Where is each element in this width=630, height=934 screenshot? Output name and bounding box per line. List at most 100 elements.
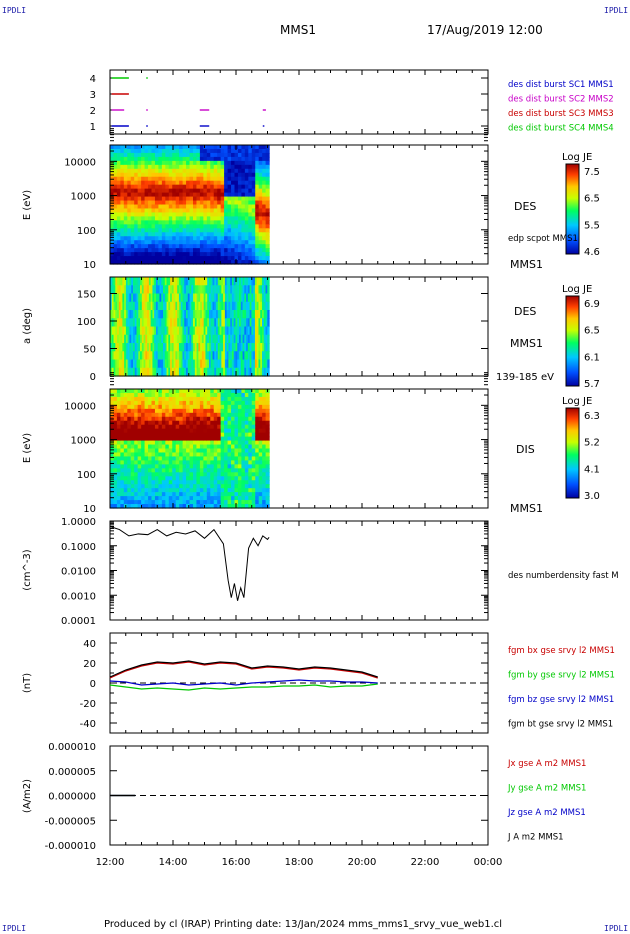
heatmap-cell xyxy=(248,160,253,166)
heatmap-cell xyxy=(140,343,143,352)
heatmap-cell xyxy=(171,285,175,295)
heatmap-cell xyxy=(213,456,218,461)
heatmap-cell xyxy=(227,496,232,501)
heatmap-cell xyxy=(219,310,222,319)
heatmap-cell xyxy=(227,448,232,454)
heatmap-cell xyxy=(151,208,156,214)
heatmap-cell xyxy=(255,148,260,154)
heatmap-cell xyxy=(172,468,177,473)
heatmap-cell xyxy=(179,192,184,198)
heatmap-cell xyxy=(125,359,129,369)
bfield-series-1 xyxy=(109,683,378,691)
heatmap-cell xyxy=(258,208,263,214)
heatmap-cell xyxy=(255,484,260,489)
heatmap-cell xyxy=(165,196,170,202)
heatmap-cell xyxy=(184,351,187,361)
heatmap-cell xyxy=(213,172,218,178)
heatmap-cell xyxy=(151,392,156,398)
heatmap-cell xyxy=(210,440,215,446)
heatmap-cell xyxy=(164,367,168,377)
bfield-ytick-label: 20 xyxy=(83,659,96,670)
heatmap-cell xyxy=(258,212,263,217)
heatmap-cell xyxy=(122,310,125,319)
heatmap-cell xyxy=(113,260,118,265)
heatmap-cell xyxy=(161,224,166,229)
heatmap-cell xyxy=(199,492,204,497)
heatmap-cell xyxy=(137,440,142,446)
heatmap-cell xyxy=(203,224,208,229)
heatmap-cell xyxy=(186,164,191,170)
heatmap-cell xyxy=(253,285,256,295)
heatmap-cell xyxy=(179,252,184,257)
heatmap-cell xyxy=(127,420,132,426)
heatmap-cell xyxy=(210,351,214,361)
heatmap-cell xyxy=(113,416,118,422)
heatmap-cell xyxy=(120,416,125,422)
heatmap-cell xyxy=(237,220,243,225)
heatmap-cell xyxy=(241,180,246,186)
heatmap-cell xyxy=(151,180,156,186)
heatmap-cell xyxy=(144,228,149,233)
heatmap-cell xyxy=(132,334,136,344)
heatmap-cell xyxy=(239,359,242,369)
heatmap-cell xyxy=(123,468,128,473)
heatmap-cell xyxy=(255,220,260,225)
heatmap-cell xyxy=(130,152,135,158)
heatmap-cell xyxy=(217,180,222,186)
heatmap-cell xyxy=(137,200,142,206)
heatmap-cell xyxy=(240,301,244,311)
heatmap-cell xyxy=(165,440,170,446)
heatmap-cell xyxy=(134,359,138,369)
heatmap-cell xyxy=(244,416,249,422)
heatmap-cell xyxy=(148,389,153,394)
heatmap-cell xyxy=(244,208,249,214)
heatmap-cell xyxy=(144,476,149,481)
heatmap-cell xyxy=(206,156,211,162)
heatmap-cell xyxy=(241,172,246,178)
heatmap-cell xyxy=(208,310,212,319)
heatmap-cell xyxy=(165,200,170,206)
heatmap-cell xyxy=(113,448,118,454)
heatmap-cell xyxy=(258,236,263,241)
heatmap-cell xyxy=(113,277,116,286)
heatmap-cell xyxy=(134,504,139,509)
heatmap-cell xyxy=(130,436,135,442)
heatmap-cell xyxy=(231,192,236,198)
heatmap-cell xyxy=(230,318,233,328)
heatmap-cell xyxy=(248,252,253,257)
heatmap-cell xyxy=(125,334,129,344)
heatmap-cell xyxy=(148,184,153,190)
heatmap-cell xyxy=(124,277,127,286)
heatmap-cell xyxy=(134,412,139,418)
heatmap-cell xyxy=(200,343,203,352)
heatmap-cell xyxy=(267,277,270,286)
heatmap-cell xyxy=(192,436,198,442)
heatmap-cell xyxy=(196,148,201,154)
heatmap-cell xyxy=(161,172,166,178)
heatmap-cell xyxy=(151,412,156,418)
heatmap-cell xyxy=(262,504,267,509)
heatmap-cell xyxy=(117,277,120,286)
heatmap-cell xyxy=(262,176,267,182)
heatmap-cell xyxy=(158,432,163,438)
heatmap-cell xyxy=(244,277,247,286)
heatmap-cell xyxy=(220,192,225,198)
heatmap-cell xyxy=(216,301,219,311)
heatmap-cell xyxy=(141,472,146,477)
heatmap-cell xyxy=(120,164,125,170)
heatmap-cell xyxy=(260,301,263,311)
heatmap-cell xyxy=(196,188,201,194)
heatmap-cell xyxy=(199,436,204,442)
heatmap-cell xyxy=(206,172,211,178)
heatmap-cell xyxy=(113,428,118,434)
heatmap-cell xyxy=(182,156,187,162)
heatmap-cell xyxy=(136,310,139,319)
heatmap-cell xyxy=(130,148,135,154)
heatmap-cell xyxy=(141,192,146,198)
heatmap-cell xyxy=(148,196,153,202)
heatmap-cell xyxy=(265,301,268,311)
heatmap-cell xyxy=(196,480,201,485)
heatmap-cell xyxy=(248,176,253,182)
heatmap-cell xyxy=(192,488,198,493)
heatmap-cell xyxy=(251,504,256,509)
